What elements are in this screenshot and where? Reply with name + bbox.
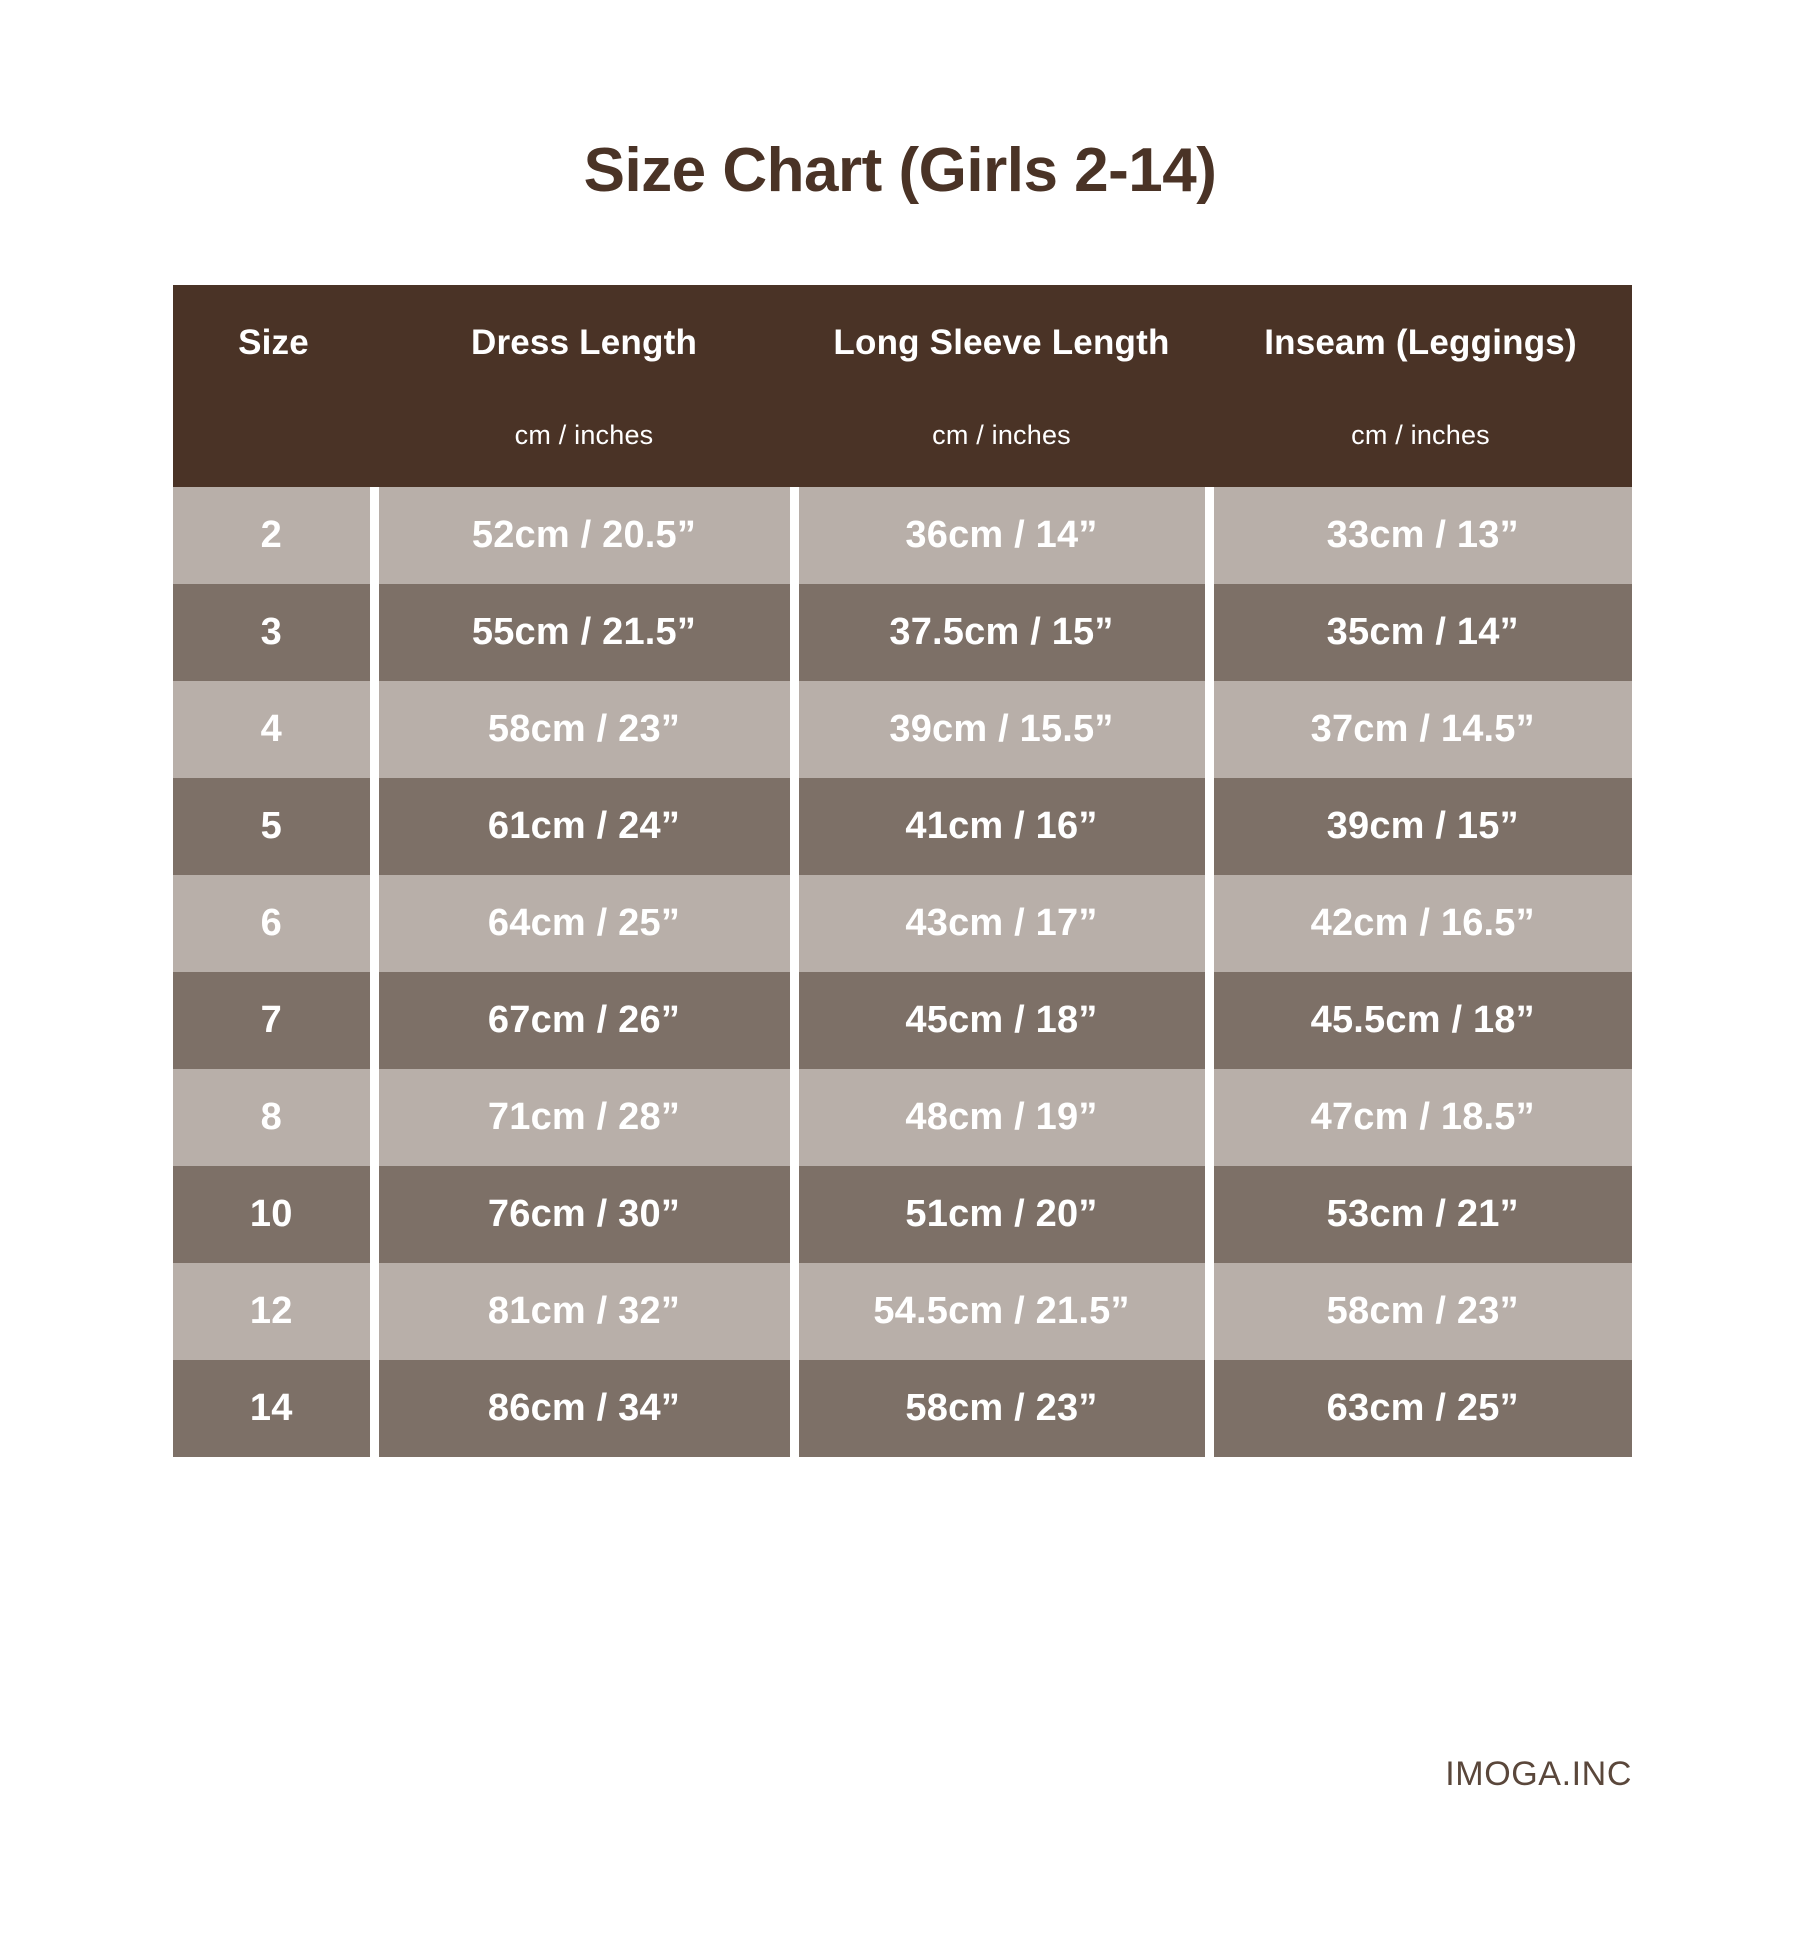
page-title: Size Chart (Girls 2-14)	[583, 136, 1217, 205]
cell-size: 10	[173, 1166, 379, 1263]
cell-long-sleeve-length: 51cm / 20”	[794, 1166, 1214, 1263]
cell-size: 5	[173, 778, 379, 875]
column-header-size: Size	[173, 285, 374, 487]
cell-dress-length: 86cm / 34”	[374, 1360, 799, 1457]
cell-inseam: 37cm / 14.5”	[1209, 681, 1632, 778]
cell-long-sleeve-length: 41cm / 16”	[794, 778, 1214, 875]
table-row: 8 71cm / 28” 48cm / 19” 47cm / 18.5”	[173, 1069, 1632, 1166]
column-header-inseam: Inseam (Leggings) cm / inches	[1209, 285, 1632, 487]
cell-inseam: 45.5cm / 18”	[1209, 972, 1632, 1069]
cell-size: 2	[173, 487, 379, 584]
table-header-row: Size Dress Length cm / inches Long Sleev…	[173, 285, 1632, 487]
cell-inseam: 53cm / 21”	[1209, 1166, 1632, 1263]
cell-inseam: 33cm / 13”	[1209, 487, 1632, 584]
cell-dress-length: 52cm / 20.5”	[374, 487, 799, 584]
table-row: 7 67cm / 26” 45cm / 18” 45.5cm / 18”	[173, 972, 1632, 1069]
table-row: 4 58cm / 23” 39cm / 15.5” 37cm / 14.5”	[173, 681, 1632, 778]
cell-inseam: 63cm / 25”	[1209, 1360, 1632, 1457]
cell-inseam: 35cm / 14”	[1209, 584, 1632, 681]
table-row: 5 61cm / 24” 41cm / 16” 39cm / 15”	[173, 778, 1632, 875]
cell-inseam: 47cm / 18.5”	[1209, 1069, 1632, 1166]
cell-size: 12	[173, 1263, 379, 1360]
cell-dress-length: 64cm / 25”	[374, 875, 799, 972]
cell-long-sleeve-length: 45cm / 18”	[794, 972, 1214, 1069]
cell-dress-length: 76cm / 30”	[374, 1166, 799, 1263]
cell-inseam: 42cm / 16.5”	[1209, 875, 1632, 972]
table-row: 14 86cm / 34” 58cm / 23” 63cm / 25”	[173, 1360, 1632, 1457]
cell-dress-length: 61cm / 24”	[374, 778, 799, 875]
brand-label: IMOGA.INC	[1445, 1755, 1632, 1793]
size-chart-table: Size Dress Length cm / inches Long Sleev…	[173, 285, 1632, 1457]
cell-size: 7	[173, 972, 379, 1069]
column-header-dress-length-unit: cm / inches	[514, 420, 654, 450]
column-header-long-sleeve-length: Long Sleeve Length cm / inches	[794, 285, 1209, 487]
cell-long-sleeve-length: 48cm / 19”	[794, 1069, 1214, 1166]
cell-dress-length: 71cm / 28”	[374, 1069, 799, 1166]
cell-long-sleeve-length: 58cm / 23”	[794, 1360, 1214, 1457]
column-header-inseam-label: Inseam (Leggings)	[1264, 323, 1577, 362]
column-header-long-sleeve-length-unit: cm / inches	[932, 420, 1071, 450]
cell-long-sleeve-length: 39cm / 15.5”	[794, 681, 1214, 778]
table-row: 12 81cm / 32” 54.5cm / 21.5” 58cm / 23”	[173, 1263, 1632, 1360]
column-header-size-label: Size	[238, 323, 309, 362]
column-header-dress-length-label: Dress Length	[470, 323, 698, 362]
table-row: 2 52cm / 20.5” 36cm / 14” 33cm / 13”	[173, 487, 1632, 584]
cell-inseam: 39cm / 15”	[1209, 778, 1632, 875]
cell-long-sleeve-length: 43cm / 17”	[794, 875, 1214, 972]
cell-long-sleeve-length: 36cm / 14”	[794, 487, 1214, 584]
cell-long-sleeve-length: 54.5cm / 21.5”	[794, 1263, 1214, 1360]
cell-inseam: 58cm / 23”	[1209, 1263, 1632, 1360]
column-header-long-sleeve-length-label: Long Sleeve Length	[833, 323, 1170, 362]
cell-dress-length: 55cm / 21.5”	[374, 584, 799, 681]
cell-size: 8	[173, 1069, 379, 1166]
cell-size: 14	[173, 1360, 379, 1457]
column-header-inseam-unit: cm / inches	[1351, 420, 1490, 450]
size-chart-table-container: Size Dress Length cm / inches Long Sleev…	[173, 285, 1632, 1457]
table-row: 6 64cm / 25” 43cm / 17” 42cm / 16.5”	[173, 875, 1632, 972]
cell-size: 4	[173, 681, 379, 778]
cell-dress-length: 67cm / 26”	[374, 972, 799, 1069]
cell-long-sleeve-length: 37.5cm / 15”	[794, 584, 1214, 681]
table-row: 3 55cm / 21.5” 37.5cm / 15” 35cm / 14”	[173, 584, 1632, 681]
column-header-dress-length: Dress Length cm / inches	[374, 285, 794, 487]
cell-size: 3	[173, 584, 379, 681]
table-body: 2 52cm / 20.5” 36cm / 14” 33cm / 13” 3 55cm /…	[173, 487, 1632, 1457]
table-header: Size Dress Length cm / inches Long Sleev…	[173, 285, 1632, 487]
cell-dress-length: 58cm / 23”	[374, 681, 799, 778]
cell-dress-length: 81cm / 32”	[374, 1263, 799, 1360]
table-row: 10 76cm / 30” 51cm / 20” 53cm / 21”	[173, 1166, 1632, 1263]
cell-size: 6	[173, 875, 379, 972]
